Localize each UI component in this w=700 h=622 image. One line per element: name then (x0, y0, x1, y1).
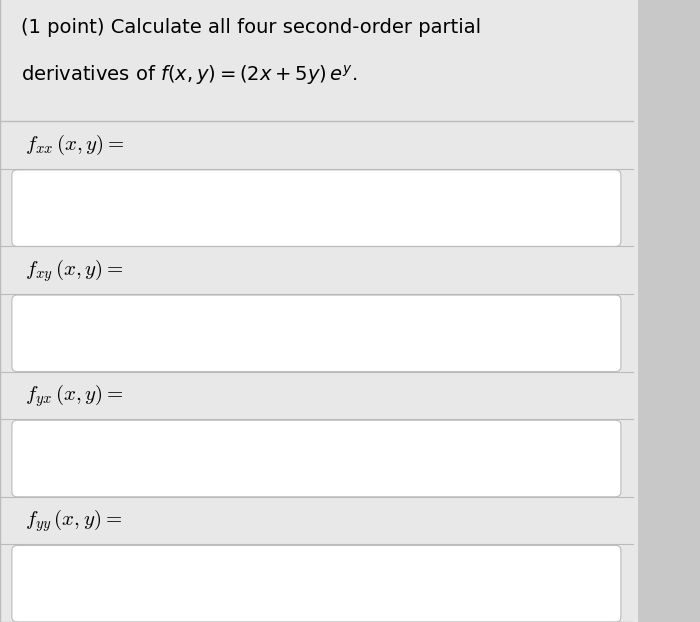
Text: $f_{yx}\,(x, y) =$: $f_{yx}\,(x, y) =$ (25, 382, 123, 409)
Text: (1 point) Calculate all four second-order partial: (1 point) Calculate all four second-orde… (21, 19, 481, 37)
Bar (638, 0, 700, 622)
FancyBboxPatch shape (12, 170, 621, 246)
Bar (0, 246, 633, 371)
Text: $f_{yy}\,(x, y) =$: $f_{yy}\,(x, y) =$ (25, 507, 122, 534)
Text: $f_{xx}\,(x, y) =$: $f_{xx}\,(x, y) =$ (25, 133, 124, 157)
FancyBboxPatch shape (12, 545, 621, 622)
Text: $f_{xy}\,(x, y) =$: $f_{xy}\,(x, y) =$ (25, 257, 123, 284)
Bar (0, 121, 633, 246)
Bar (0, 372, 633, 497)
FancyBboxPatch shape (12, 295, 621, 371)
Bar (0, 497, 633, 622)
FancyBboxPatch shape (12, 420, 621, 497)
Text: derivatives of $f(x, y) = (2x + 5y)\, e^{y}$.: derivatives of $f(x, y) = (2x + 5y)\, e^… (21, 63, 357, 86)
